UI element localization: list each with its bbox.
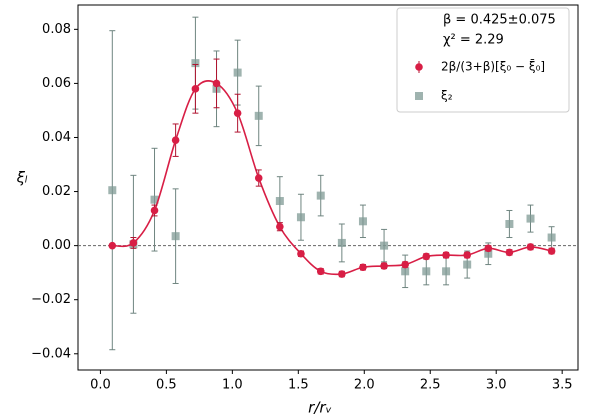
marker	[150, 195, 159, 204]
marker	[505, 220, 514, 228]
marker	[316, 267, 325, 276]
smooth-line	[112, 80, 552, 276]
marker	[171, 232, 180, 241]
x-tick-label: 1.0	[222, 378, 243, 393]
plot-frame	[77, 4, 579, 371]
marker	[380, 241, 389, 250]
marker	[526, 243, 535, 251]
marker	[191, 85, 200, 93]
marker	[547, 247, 556, 255]
marker	[129, 239, 138, 247]
marker	[275, 197, 284, 206]
marker	[484, 244, 493, 253]
marker	[297, 249, 305, 258]
legend-marker	[415, 63, 423, 71]
x-tick-label: 1.5	[288, 378, 309, 393]
marker	[526, 214, 535, 223]
x-axis-label: r/rᵥ	[308, 399, 332, 417]
marker	[254, 111, 263, 120]
y-tick-label: 0.08	[42, 22, 71, 37]
x-tick-label: 2.5	[420, 378, 441, 393]
annotation: χ² = 2.29	[443, 33, 504, 48]
x-tick-label: 3.5	[552, 378, 573, 393]
marker	[108, 241, 117, 250]
marker	[296, 213, 305, 222]
marker	[505, 248, 514, 257]
y-axis-label: ξₗ	[16, 169, 28, 187]
marker	[358, 217, 367, 226]
y-tick-label: 0.02	[42, 184, 71, 199]
marker	[316, 191, 325, 200]
legend-marker	[415, 92, 423, 100]
x-tick-label: 0.0	[90, 378, 111, 393]
y-tick-label: −0.02	[31, 292, 71, 307]
marker	[212, 79, 221, 88]
marker	[108, 186, 117, 195]
annotation: β = 0.425±0.075	[443, 13, 556, 28]
marker	[254, 174, 263, 182]
marker	[463, 260, 472, 269]
x-tick-label: 0.5	[156, 378, 177, 393]
marker	[442, 267, 451, 276]
marker	[233, 68, 242, 77]
y-tick-label: −0.04	[31, 346, 71, 361]
y-tick-label: 0.04	[42, 130, 71, 145]
y-tick-label: 0.06	[42, 76, 71, 91]
legend-label: 2β/(3+β)[ξ₀ − ξ̄₀]	[441, 59, 545, 73]
marker	[359, 263, 367, 272]
marker	[150, 206, 159, 215]
marker	[422, 252, 431, 261]
marker	[401, 267, 410, 276]
marker	[171, 136, 180, 144]
marker	[233, 109, 242, 117]
marker	[337, 238, 346, 247]
marker	[276, 222, 284, 231]
legend-box	[396, 7, 570, 113]
marker	[401, 260, 409, 269]
marker	[380, 262, 388, 270]
x-tick-label: 2.0	[354, 378, 375, 393]
x-tick-label: 3.0	[486, 378, 507, 393]
marker	[338, 270, 346, 278]
marker	[422, 267, 431, 276]
marker	[484, 249, 493, 258]
marker	[463, 251, 471, 259]
marker	[442, 251, 450, 259]
legend-label: ξ₂	[441, 89, 453, 103]
y-tick-label: 0.00	[42, 238, 71, 253]
marker	[547, 233, 556, 242]
marker	[191, 59, 200, 68]
